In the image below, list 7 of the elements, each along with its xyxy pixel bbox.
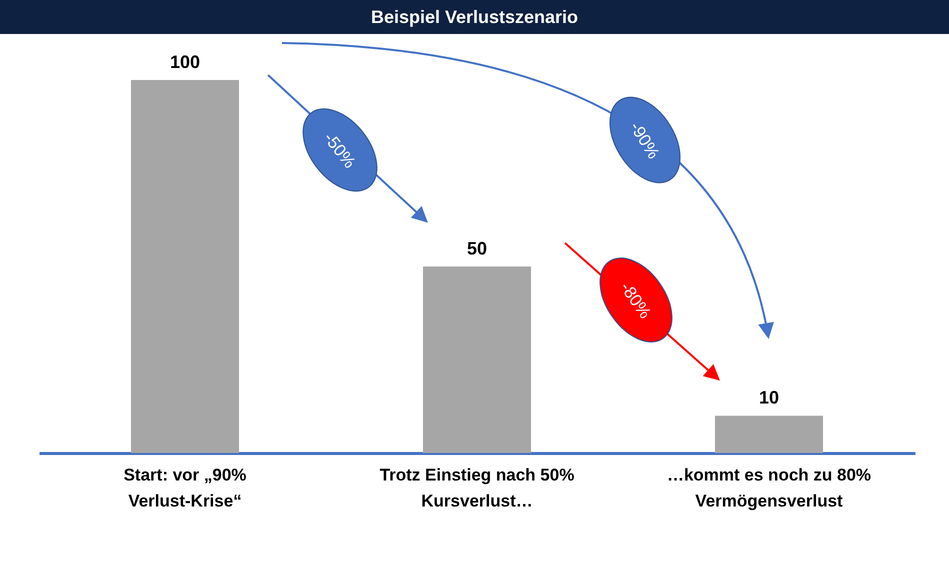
x-tick-label: …kommt es noch zu 80% Vermögensverlust <box>666 466 872 510</box>
data-label: 10 <box>758 388 780 408</box>
x-tick-label: Trotz Einstieg nach 50% Kursverlust… <box>380 466 574 510</box>
chart-title: Beispiel Verlustszenario <box>0 0 949 34</box>
data-label: 100 <box>170 52 200 72</box>
x-tick-label: Start: vor „90% Verlust-Krise“ <box>124 466 246 510</box>
data-label: 50 <box>466 238 488 258</box>
